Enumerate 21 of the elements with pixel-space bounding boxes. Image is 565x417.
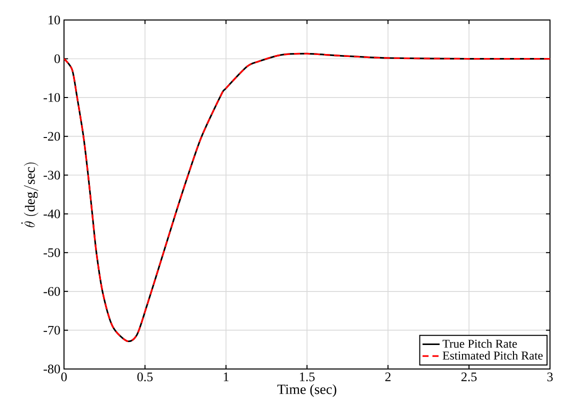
y-tick-label: -10	[44, 93, 60, 102]
x-tick-label: 0.5	[137, 372, 153, 382]
x-tick-label: 0	[61, 372, 67, 382]
x-tick-label: 2.5	[461, 372, 477, 382]
y-tick-label: -20	[44, 132, 60, 141]
x-tick-label: 2	[385, 372, 391, 382]
y-tick-label: -30	[44, 170, 60, 180]
x-tick-label: 1	[224, 372, 228, 382]
x-tick-label: 3	[547, 372, 553, 382]
x-tick-label: 1.5	[300, 372, 315, 382]
y-tick-label: 10	[48, 16, 60, 24]
y-tick-label: -70	[44, 326, 60, 335]
y-tick-label: 0	[54, 54, 60, 64]
x-axis-title: Time (sec)	[277, 384, 336, 397]
y-tick-label: -60	[44, 287, 60, 296]
legend-label: True Pitch Rate	[442, 339, 517, 348]
y-axis-title: $\dot{\theta}\ \mathrm{(deg/sec)}$	[21, 162, 38, 228]
y-tick-label: -80	[44, 364, 60, 374]
legend-label: Estimated Pitch Rate	[442, 351, 543, 360]
y-tick-label: -50	[44, 248, 60, 258]
y-tick-label: -40	[44, 210, 60, 218]
